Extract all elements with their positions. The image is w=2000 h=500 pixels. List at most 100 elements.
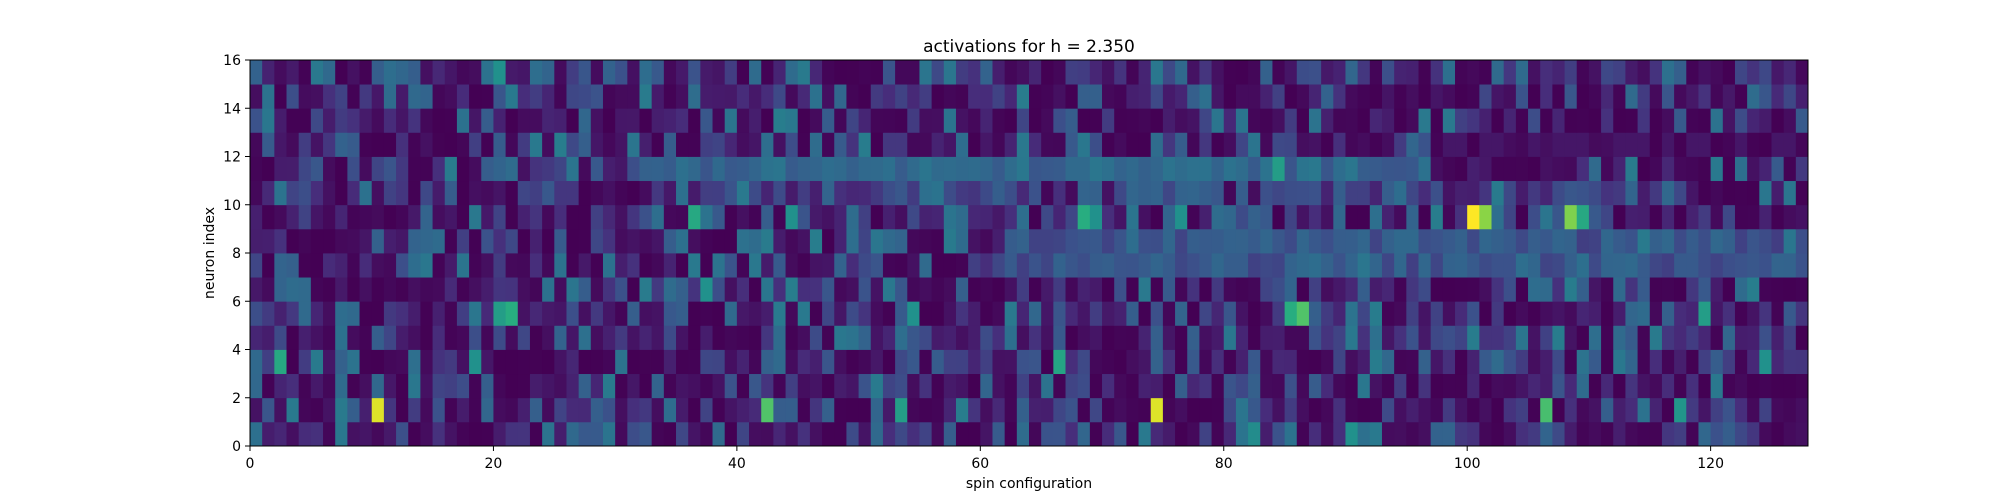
heatmap-cell [1686,325,1699,350]
heatmap-cell [432,84,446,109]
heatmap-cell [1004,132,1018,157]
heatmap-cell [1114,228,1127,254]
heatmap-cell [1394,84,1407,109]
heatmap-cell [651,228,665,254]
heatmap-cell [907,277,920,302]
heatmap-cell [1479,373,1492,399]
heatmap-cell [1698,277,1712,302]
heatmap-cell [712,397,726,423]
heatmap-cell [1199,325,1212,350]
heatmap-cell [517,421,531,447]
heatmap-cell [1686,60,1699,85]
heatmap-cell [554,228,567,254]
heatmap-cell [1248,397,1261,423]
heatmap-cell [469,253,482,278]
heatmap-cell [1759,228,1772,254]
heatmap-cell [310,60,324,85]
heatmap-cell [907,180,920,206]
heatmap-cell [870,60,884,85]
heatmap-cell [1211,253,1225,278]
heatmap-cell [1503,204,1517,230]
heatmap-cell [1674,349,1687,375]
heatmap-cell [1406,156,1419,182]
heatmap-cell [749,325,762,350]
heatmap-cell [310,132,324,157]
heatmap-cell [383,228,397,254]
heatmap-cell [1540,60,1553,85]
heatmap-cell [736,373,750,399]
heatmap-cell [1126,204,1139,230]
heatmap-cell [1284,373,1298,399]
heatmap-cell [663,204,677,230]
heatmap-cell [785,397,799,423]
heatmap-cell [676,325,689,350]
heatmap-cell [1175,349,1188,375]
heatmap-cell [870,253,884,278]
heatmap-cell [566,373,580,399]
heatmap-cell [724,84,738,109]
heatmap-cell [250,228,263,254]
heatmap-cell [736,301,750,326]
heatmap-cell [1089,301,1103,326]
heatmap-cell [505,156,519,182]
heatmap-cell [1601,84,1614,109]
heatmap-cell [797,253,811,278]
x-tick-label: 0 [246,456,255,472]
heatmap-cell [882,108,896,133]
heatmap-cell [1418,60,1432,85]
heatmap-cell [371,60,385,85]
heatmap-cell [383,301,397,326]
heatmap-cell [834,325,847,350]
heatmap-cell [1783,421,1797,447]
heatmap-cell [1248,228,1261,254]
heatmap-cell [1211,228,1225,254]
heatmap-cell [858,132,872,157]
heatmap-cell [639,397,653,423]
heatmap-cell [493,325,507,350]
heatmap-cell [1308,301,1322,326]
heatmap-cell [1722,301,1736,326]
heatmap-cell [1576,373,1590,399]
heatmap-cell [529,325,543,350]
heatmap-cell [1260,421,1273,447]
heatmap-cell [1698,325,1712,350]
heatmap-cell [1442,397,1456,423]
heatmap-cell [274,228,287,254]
heatmap-cell [1150,325,1164,350]
heatmap-cell [1260,325,1273,350]
heatmap-cell [858,277,872,302]
heatmap-cell [1175,156,1188,182]
heatmap-cell [809,325,823,350]
heatmap-cell [310,421,324,447]
heatmap-cell [700,277,713,302]
heatmap-cell [1187,373,1200,399]
heatmap-cell [785,277,799,302]
heatmap-cell [359,204,373,230]
heatmap-cell [1077,108,1091,133]
heatmap-cell [1467,108,1480,133]
heatmap-cell [1613,108,1626,133]
heatmap-cell [469,349,482,375]
heatmap-cell [1734,277,1748,302]
heatmap-cell [1308,60,1322,85]
heatmap-cell [481,397,494,423]
heatmap-cell [736,156,750,182]
heatmap-cell [456,397,470,423]
heatmap-cell [1077,156,1091,182]
heatmap-cell [1369,228,1383,254]
heatmap-cell [846,253,859,278]
heatmap-cell [456,60,470,85]
heatmap-cell [968,204,981,230]
heatmap-cell [481,301,494,326]
heatmap-cell [797,325,811,350]
heatmap-cell [420,277,433,302]
heatmap-cell [602,373,616,399]
heatmap-cell [1223,301,1237,326]
heatmap-cell [469,108,482,133]
heatmap-cell [602,132,616,157]
heatmap-cell [1528,228,1541,254]
heatmap-cell [1491,60,1505,85]
heatmap-cell [955,373,969,399]
heatmap-cell [1637,84,1651,109]
